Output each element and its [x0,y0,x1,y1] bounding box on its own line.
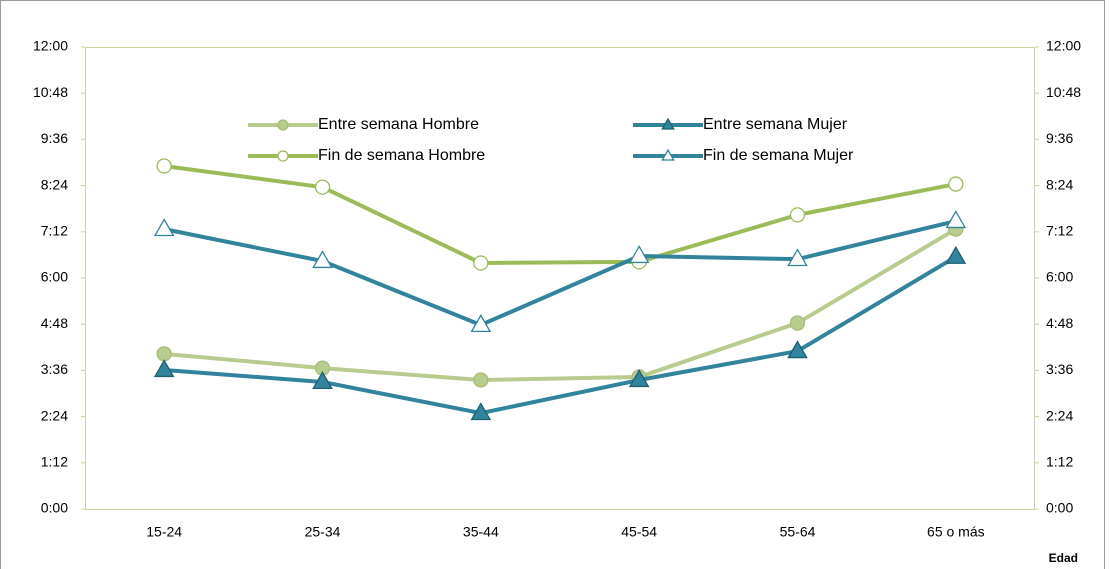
y2-tick-label: 2:24 [1046,407,1073,423]
y-tick-label: 0:00 [41,500,68,516]
point [312,371,333,389]
point [312,250,333,269]
point [470,402,492,421]
y-tick-label: 1:12 [41,454,68,470]
point [470,314,492,333]
x-tick-label: 15-24 [146,524,182,540]
point [153,218,175,237]
point [314,179,331,195]
x-tick-label: 65 o más [927,524,985,540]
point [948,176,964,192]
x-axis-label: Edad [1049,551,1078,565]
y2-tick-label: 9:36 [1046,130,1073,146]
y2-tick-label: 7:12 [1046,223,1073,239]
point [473,255,489,271]
point [945,245,967,264]
point [789,315,806,331]
y-tick-label: 6:00 [41,269,68,285]
point [153,359,175,378]
y2-tick-label: 6:00 [1046,269,1073,285]
x-tick-label: 55-64 [780,524,816,540]
legend-label: Fin de semana Mujer [703,147,854,164]
y-tick-label: 12:00 [33,38,68,54]
y-tick-label: 3:36 [41,361,68,377]
y-tick-label: 8:24 [41,176,68,192]
y2-tick-label: 0:00 [1046,500,1073,516]
y-tick-label: 4:48 [41,315,68,331]
y-tick-label: 9:36 [41,130,68,146]
legend-marker [277,150,289,162]
y2-tick-label: 12:00 [1046,38,1081,54]
point [473,372,489,388]
y2-tick-label: 3:36 [1046,361,1073,377]
x-tick-label: 35-44 [463,524,499,540]
y-tick-label: 10:48 [33,84,68,100]
series-line [163,227,957,383]
x-tick-label: 25-34 [305,524,341,540]
legend-marker [661,148,675,161]
legend-marker [277,119,289,131]
legend-label: Entre semana Mujer [703,116,848,133]
legend-label: Fin de semana Hombre [318,147,485,164]
point [628,369,650,388]
legend-label: Entre semana Hombre [318,116,479,133]
point [156,346,172,362]
legend-marker [661,117,675,130]
series-line [164,255,957,416]
point [628,245,650,264]
point [787,340,808,359]
point [156,158,172,174]
series-line [163,219,957,328]
y2-tick-label: 1:12 [1046,454,1073,470]
series-line [163,163,957,265]
y-tick-label: 2:24 [41,407,68,423]
y2-tick-label: 8:24 [1046,176,1073,192]
point [789,207,806,223]
plot-area [85,47,1035,510]
y-tick-label: 7:12 [41,223,68,239]
x-tick-label: 45-54 [621,524,657,540]
y2-tick-label: 4:48 [1046,315,1073,331]
point [945,210,967,229]
point [787,248,808,267]
y2-tick-label: 10:48 [1046,84,1081,100]
